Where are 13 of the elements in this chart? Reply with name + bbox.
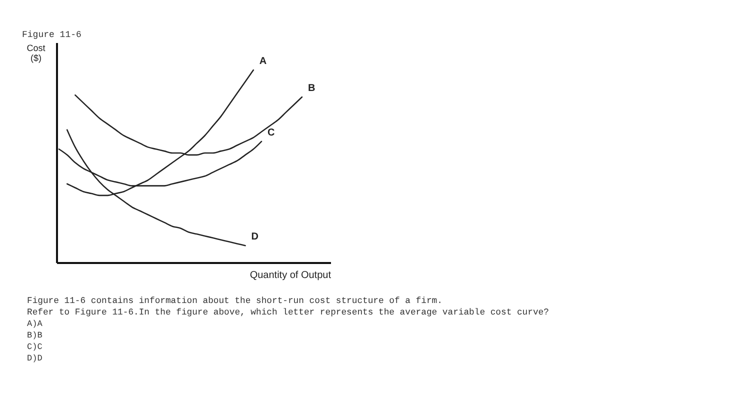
text: C)C	[27, 342, 42, 352]
series-label: C	[268, 127, 275, 138]
series-label: D	[251, 232, 259, 243]
y-axis-title: Cost ($)	[26, 43, 46, 63]
chart-title: Figure 11-6	[22, 30, 82, 40]
text: A)A	[27, 319, 44, 329]
caption: Figure 11-6 contains information about the short-run cost structure of a firm.	[27, 296, 442, 306]
x-axis-title: Quantity of Output	[250, 270, 332, 281]
series-label: B	[308, 83, 316, 94]
series-label: A	[259, 56, 267, 67]
text: D)D	[27, 354, 42, 364]
text: Refer to Figure 11-6.In the figure above, which letter represents the average variable cost curve?	[27, 308, 549, 318]
text: B)B	[27, 330, 42, 340]
